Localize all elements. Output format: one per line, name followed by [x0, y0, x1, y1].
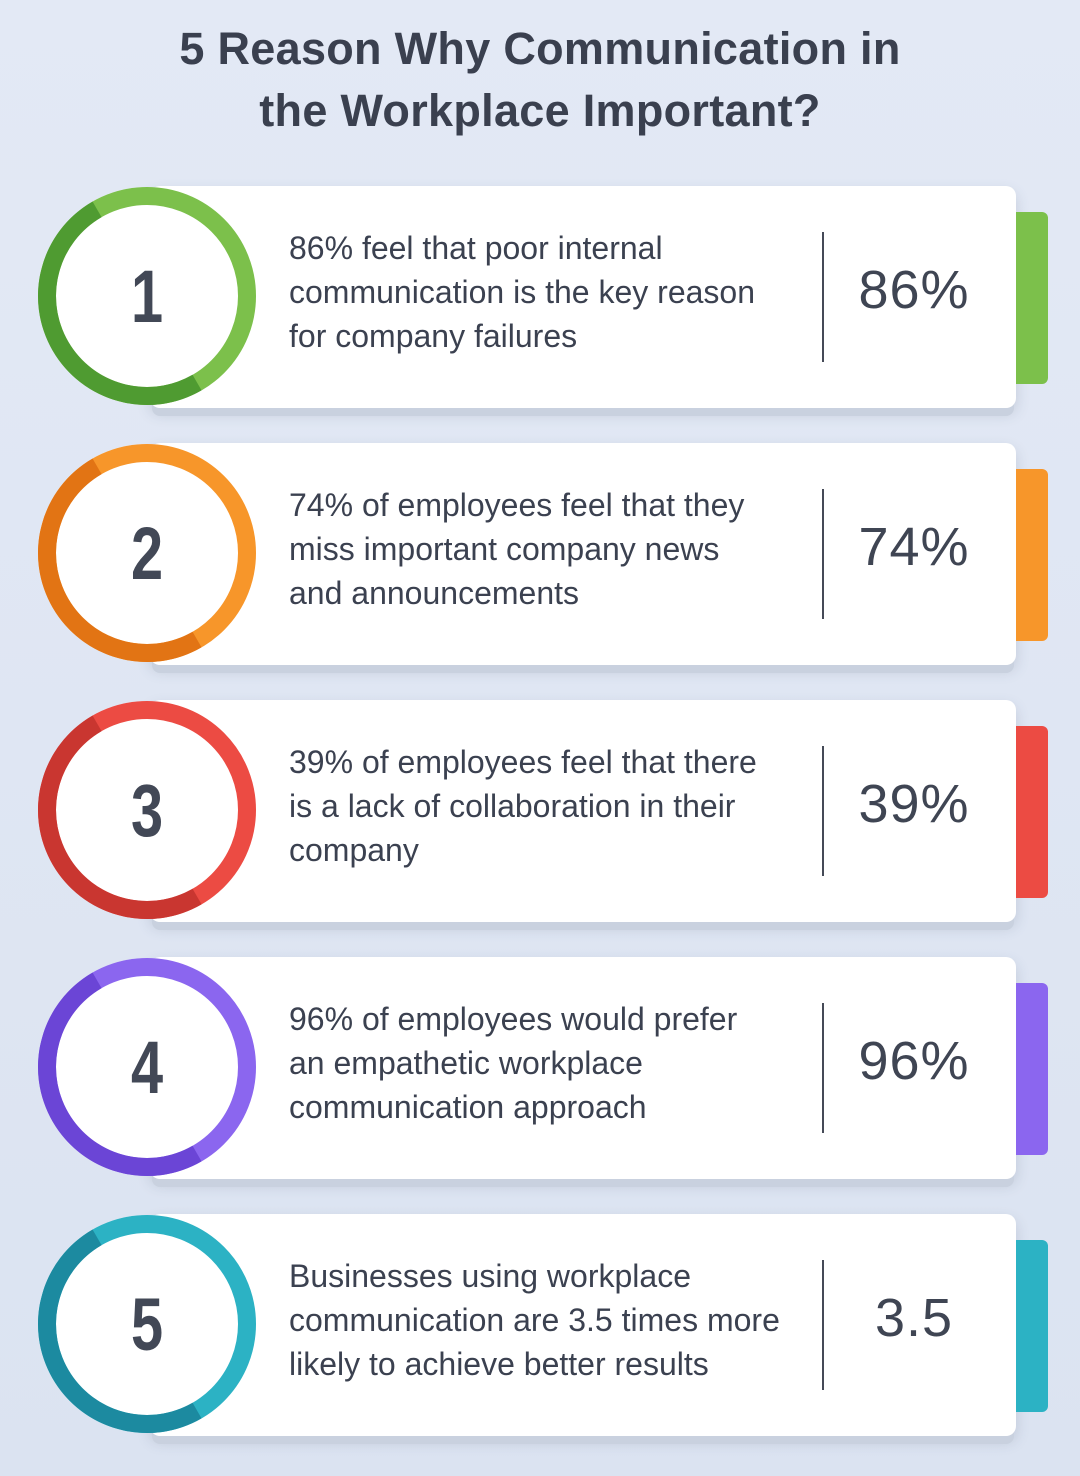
- reason-item-1: 1 86% feel that poor internal communicat…: [0, 162, 1080, 430]
- reason-color-tab: [1016, 726, 1048, 898]
- divider: [822, 489, 824, 619]
- reason-number: 4: [130, 1025, 164, 1109]
- page-title-line-2: the Workplace Important?: [259, 85, 821, 136]
- reason-color-tab: [1016, 469, 1048, 641]
- reason-description-line: for company failures: [289, 318, 578, 354]
- reason-stat: 96%: [858, 1031, 970, 1091]
- reason-description: 86% feel that poor internal communicatio…: [289, 226, 819, 358]
- reason-color-tab: [1016, 983, 1048, 1155]
- reason-description-line: 86% feel that poor internal: [289, 230, 663, 266]
- reason-number: 3: [130, 768, 164, 852]
- reason-stat: 39%: [858, 774, 970, 834]
- reason-number: 5: [130, 1282, 164, 1366]
- reason-card: [150, 957, 1016, 1179]
- reason-number-circle: 3: [13, 676, 281, 944]
- reason-description-line: communication approach: [289, 1089, 647, 1125]
- reason-description-line: 96% of employees would prefer: [289, 1001, 738, 1037]
- reason-number-circle: 5: [13, 1190, 281, 1458]
- reason-description: 39% of employees feel that there is a la…: [289, 740, 819, 872]
- reason-color-tab: [1016, 212, 1048, 384]
- reason-description-line: miss important company news: [289, 531, 720, 567]
- reason-number-circle: 2: [13, 419, 281, 687]
- reason-card: [150, 700, 1016, 922]
- divider: [822, 746, 824, 876]
- reason-item-5: 5 Businesses using workplace communicati…: [0, 1190, 1080, 1458]
- reason-number-circle: 4: [13, 933, 281, 1201]
- reason-item-4: 4 96% of employees would prefer an empat…: [0, 933, 1080, 1201]
- divider: [822, 1003, 824, 1133]
- reason-description: 74% of employees feel that they miss imp…: [289, 483, 819, 615]
- reason-description-line: Businesses using workplace: [289, 1258, 691, 1294]
- reason-number: 1: [130, 254, 164, 338]
- reason-number: 2: [130, 511, 164, 595]
- reason-item-2: 2 74% of employees feel that they miss i…: [0, 419, 1080, 687]
- reason-description-line: and announcements: [289, 575, 579, 611]
- reason-card: [150, 443, 1016, 665]
- reason-description: 96% of employees would prefer an empathe…: [289, 997, 819, 1129]
- reason-stat: 74%: [858, 517, 970, 577]
- reason-number-circle: 1: [13, 162, 281, 430]
- page-title-line-1: 5 Reason Why Communication in: [179, 23, 901, 74]
- reason-stat: 3.5: [874, 1288, 954, 1348]
- reason-description: Businesses using workplace communication…: [289, 1254, 819, 1386]
- reason-stat: 86%: [858, 260, 970, 320]
- reason-description-line: company: [289, 832, 419, 868]
- reason-color-tab: [1016, 1240, 1048, 1412]
- reason-description-line: 39% of employees feel that there: [289, 744, 757, 780]
- divider: [822, 1260, 824, 1390]
- divider: [822, 232, 824, 362]
- reason-description-line: 74% of employees feel that they: [289, 487, 745, 523]
- reason-card: [150, 186, 1016, 408]
- page-title: 5 Reason Why Communication in the Workpl…: [60, 18, 1020, 142]
- reason-description-line: communication is the key reason: [289, 274, 755, 310]
- reason-item-3: 3 39% of employees feel that there is a …: [0, 676, 1080, 944]
- reason-description-line: communication are 3.5 times more: [289, 1302, 780, 1338]
- reason-description-line: likely to achieve better results: [289, 1346, 709, 1382]
- reason-card: [150, 1214, 1016, 1436]
- reason-description-line: is a lack of collaboration in their: [289, 788, 736, 824]
- reason-description-line: an empathetic workplace: [289, 1045, 643, 1081]
